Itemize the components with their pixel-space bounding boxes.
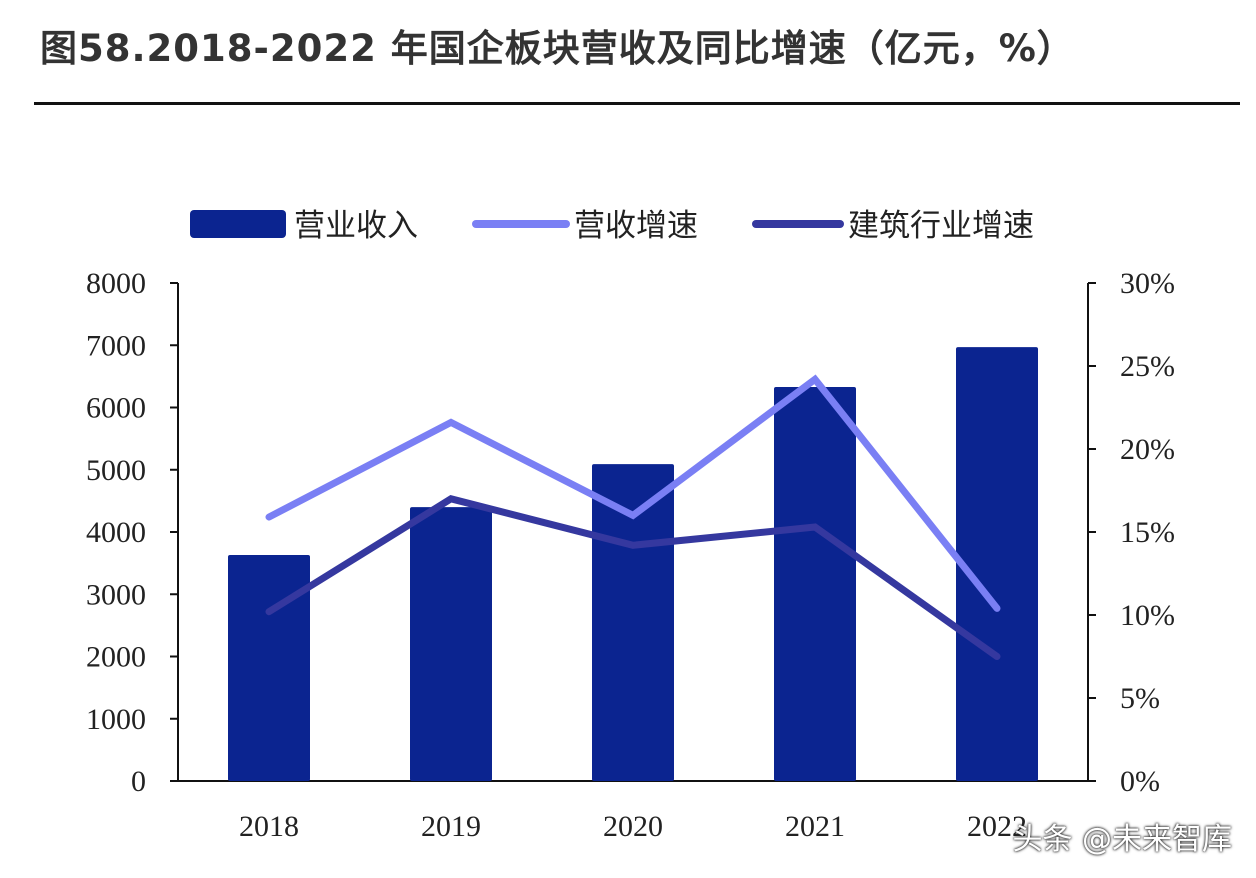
bar-2019 [410, 507, 492, 781]
left-tick-label: 5000 [86, 454, 146, 487]
legend-swatch-bar [190, 210, 286, 238]
right-tick-label: 30% [1120, 267, 1175, 300]
left-tick-label: 2000 [86, 641, 146, 674]
bar-2018 [228, 555, 310, 781]
x-tick-label: 2020 [603, 810, 663, 843]
right-tick-label: 20% [1120, 433, 1175, 466]
left-tick-label: 1000 [86, 703, 146, 736]
right-tick-label: 15% [1120, 516, 1175, 549]
x-tick-label: 2018 [239, 810, 299, 843]
x-tick-label: 2021 [785, 810, 845, 843]
right-tick-label: 5% [1120, 682, 1160, 715]
legend-label: 建筑行业增速 [848, 208, 1034, 244]
left-tick-label: 7000 [86, 329, 146, 362]
bar-2021 [774, 386, 856, 781]
right-tick-label: 25% [1120, 350, 1175, 383]
left-tick-label: 3000 [86, 578, 146, 611]
legend-label: 营收增速 [574, 208, 698, 244]
legend-label: 营业收入 [294, 208, 418, 244]
x-tick-label: 2019 [421, 810, 481, 843]
left-tick-label: 6000 [86, 392, 146, 425]
bar-2022 [956, 347, 1038, 781]
left-tick-label: 8000 [86, 267, 146, 300]
right-tick-label: 10% [1120, 599, 1175, 632]
title-rule [34, 102, 1240, 105]
left-tick-label: 4000 [86, 516, 146, 549]
right-tick-label: 0% [1120, 765, 1160, 798]
watermark: 头条 @未来智库 [1012, 822, 1232, 857]
left-tick-label: 0 [131, 765, 146, 798]
chart-title: 图58.2018-2022 年国企板块营收及同比增速（亿元，%） [40, 27, 1075, 70]
x-tick-label: 2022 [967, 810, 1027, 843]
